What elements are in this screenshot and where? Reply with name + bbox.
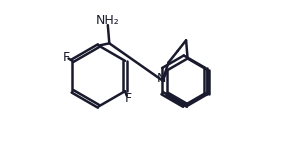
Text: N: N [157,72,166,85]
Text: F: F [124,92,131,105]
Text: NH₂: NH₂ [96,14,120,27]
Text: F: F [63,51,70,64]
